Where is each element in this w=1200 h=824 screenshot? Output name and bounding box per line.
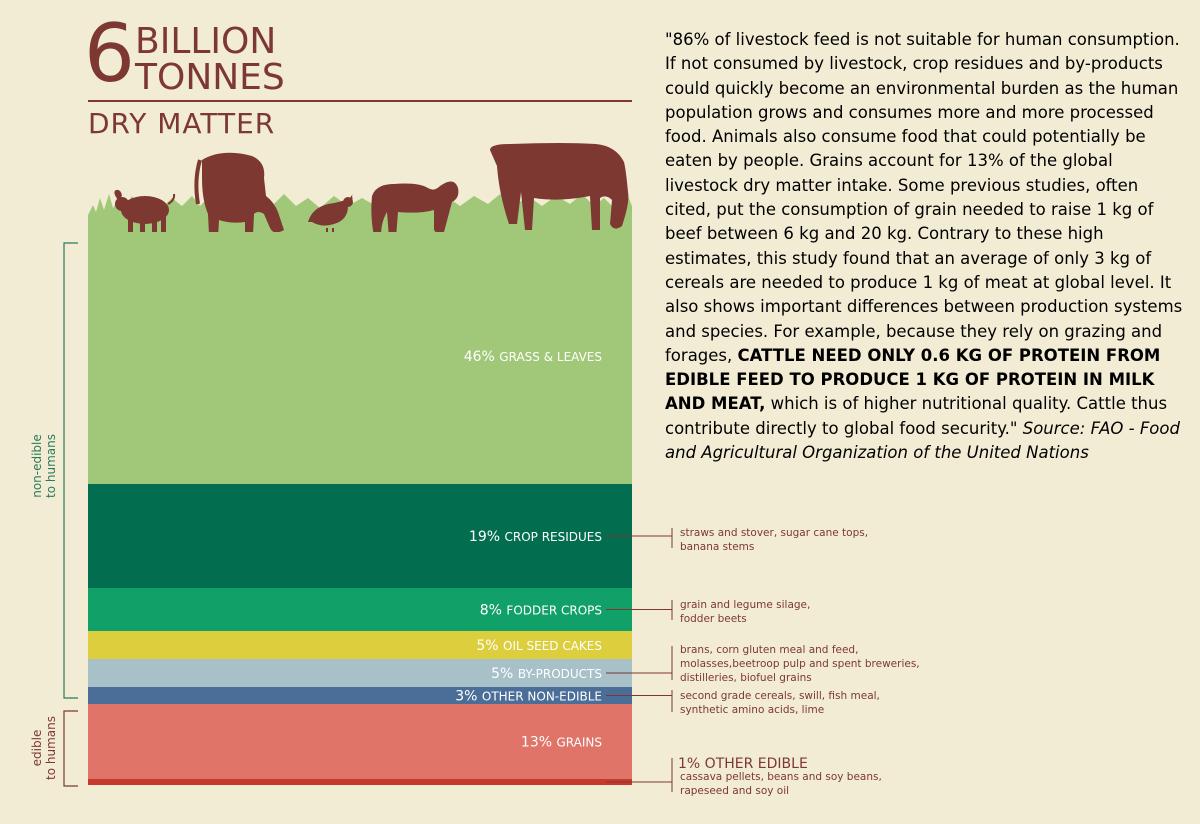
header-billion: BILLION (135, 21, 277, 62)
quote-text: "86% of livestock feed is not suitable f… (665, 28, 1185, 465)
goat-icon (194, 152, 284, 256)
cow-icon (490, 143, 629, 230)
segment-label-3: 8% FODDER CROPS (480, 603, 602, 619)
edible-bracket (63, 710, 78, 787)
segment-fodder-crops (88, 588, 632, 631)
segment-grass-leaves (88, 232, 632, 484)
other-edible-label: 1% OTHER EDIBLE (678, 756, 808, 772)
quote-highlight: CATTLE NEED ONLY 0.6 KG OF PROTEIN FROM … (665, 345, 1161, 414)
segment-label-6: 3% OTHER NON-EDIBLE (455, 689, 602, 705)
segment-grains (88, 704, 632, 779)
non-edible-label: non-edible to humans (30, 434, 58, 498)
segment-label-4: 5% OIL SEED CAKES (476, 638, 602, 654)
segment-label-2: 19% CROP RESIDUES (469, 529, 602, 545)
segment-crop-residues (88, 484, 632, 588)
note-fodder-crops: grain and legume silage, fodder beets (680, 599, 811, 625)
title-divider (88, 100, 632, 102)
header-tonnes: TONNES (135, 57, 285, 98)
note-crop-residues: straws and stover, sugar cane tops, banan… (680, 527, 869, 553)
segment-label-7: 13% GRAINS (521, 735, 602, 751)
segment-other-edible (88, 779, 632, 785)
header-subtitle: DRY MATTER (88, 107, 276, 140)
segment-oil-seed-cakes (88, 631, 632, 659)
note-other-edible: cassava pellets, beans and soy beans, rap… (680, 771, 882, 797)
quote-para-3: which is of higher nutritional quality. … (665, 394, 1168, 438)
note-by-products: brans, corn gluten meal and feed, molasse… (680, 644, 920, 684)
quote-source: Source: FAO - Food and Agricultural Orga… (665, 418, 1180, 463)
total-number: 6 (84, 7, 135, 100)
segment-label-5: 5% BY-PRODUCTS (491, 666, 602, 682)
note-other-non-edible: second grade cereals, swill, fish meal, s… (680, 690, 880, 716)
segment-label-1: 46% GRASS & LEAVES (464, 349, 602, 365)
sheep-icon (371, 181, 459, 238)
pig-icon (114, 189, 176, 236)
grass-fringe (88, 194, 632, 232)
quote-para-1: "86% of livestock feed is not suitable f… (665, 30, 1183, 341)
segment-other-non-edible (88, 687, 632, 704)
edible-label: edible to humans (30, 716, 58, 780)
non-edible-bracket (63, 242, 78, 699)
quote-para-2: For example, because they rely on grazin… (665, 321, 1163, 365)
segment-by-products (88, 659, 632, 687)
